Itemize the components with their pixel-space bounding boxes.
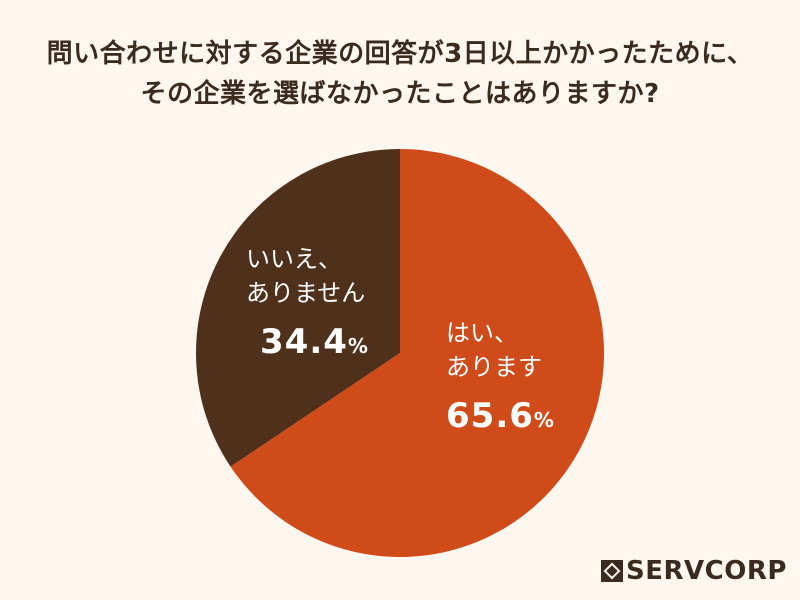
slice-value-yes: 65.6% bbox=[446, 396, 555, 436]
chart-title-line-2: その企業を選ばなかったことはありますか? bbox=[140, 79, 660, 109]
slice-label-yes-line2: あります bbox=[446, 353, 542, 381]
slice-label-no-line2: ありません bbox=[246, 279, 366, 307]
slice-value-no: 34.4% bbox=[260, 322, 369, 362]
slice-label-no-line1: いいえ、 bbox=[246, 245, 342, 273]
chart-title-line-1: 問い合わせに対する企業の回答が3日以上かかったために、 bbox=[46, 39, 754, 69]
slice-label-yes: はい、 あります 65.6% bbox=[446, 316, 555, 444]
slice-label-no: いいえ、 ありません 34.4% bbox=[246, 242, 369, 370]
pie-slice-yes bbox=[230, 149, 605, 557]
servcorp-logo: SERVCORP bbox=[601, 556, 787, 586]
chart-title: 問い合わせに対する企業の回答が3日以上かかったために、 その企業を選ばなかったこ… bbox=[0, 34, 800, 114]
pie-slice-no bbox=[196, 149, 400, 467]
servcorp-logo-icon bbox=[601, 560, 623, 582]
slice-label-yes-line1: はい、 bbox=[446, 319, 518, 347]
servcorp-logo-text: SERVCORP bbox=[626, 556, 787, 586]
